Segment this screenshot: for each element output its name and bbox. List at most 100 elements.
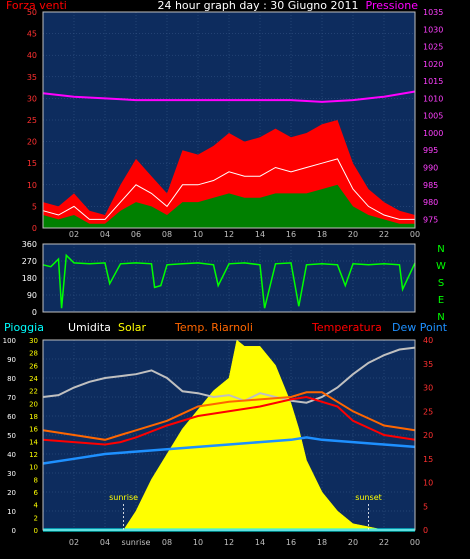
y-right-tick-label: 25 <box>423 407 433 416</box>
compass-label: W <box>436 261 446 272</box>
y-mid-tick-label: 0 <box>34 527 38 535</box>
right-label-pressure: Pressione <box>366 0 419 12</box>
y-right-tick-label: 980 <box>423 198 438 207</box>
y-right-tick-label: 975 <box>423 215 438 224</box>
y-tick-label: 40 <box>7 451 16 459</box>
y-right-tick-label: 15 <box>423 455 433 464</box>
y-right-tick-label: 1010 <box>423 94 443 103</box>
x-tick-label: 04 <box>100 538 110 547</box>
y-mid-tick-label: 10 <box>29 464 38 472</box>
humidity-series <box>42 346 416 404</box>
y-tick-label: 20 <box>7 489 16 497</box>
y-tick-label: 50 <box>27 8 37 17</box>
x-tick-label: 14 <box>255 538 265 547</box>
y-right-tick-label: 20 <box>423 431 433 440</box>
x-tick-label: 20 <box>348 538 358 547</box>
x-tick-label: 16 <box>286 538 296 547</box>
legend-item: Pioggia <box>4 321 44 334</box>
y-tick-label: 60 <box>7 413 16 421</box>
y-right-tick-label: 1035 <box>423 8 443 17</box>
x-tick-label: 04 <box>100 230 110 239</box>
legend-item: Temperatura <box>311 321 382 334</box>
y-mid-tick-label: 22 <box>29 388 38 396</box>
y-right-tick-label: 985 <box>423 181 438 190</box>
y-mid-tick-label: 30 <box>29 337 38 345</box>
y-tick-label: 90 <box>27 291 37 300</box>
y-tick-label: 20 <box>27 138 37 147</box>
y-tick-label: 25 <box>27 116 37 125</box>
y-tick-label: 40 <box>27 51 37 60</box>
y-tick-label: 90 <box>7 356 16 364</box>
y-mid-tick-label: 18 <box>29 413 38 421</box>
legend-item: Solar <box>118 321 147 334</box>
y-mid-tick-label: 24 <box>29 375 38 383</box>
avg-wind-series <box>43 184 415 228</box>
x-tick-label: 14 <box>255 230 265 239</box>
y-tick-label: 80 <box>7 375 16 383</box>
y-mid-tick-label: 12 <box>29 451 38 459</box>
legend-item: Temp. Riarnoli <box>174 321 253 334</box>
y-right-tick-label: 30 <box>423 384 433 393</box>
y-tick-label: 70 <box>7 394 16 402</box>
x-tick-label: 06 <box>131 230 141 239</box>
x-tick-label: 18 <box>317 538 327 547</box>
y-mid-tick-label: 2 <box>34 514 38 522</box>
y-mid-tick-label: 26 <box>29 362 38 370</box>
y-mid-tick-label: 8 <box>34 476 38 484</box>
y-tick-label: 180 <box>22 274 37 283</box>
y-tick-label: 30 <box>27 94 37 103</box>
y-mid-tick-label: 20 <box>29 400 38 408</box>
y-right-tick-label: 5 <box>423 502 428 511</box>
solar-series <box>112 339 385 531</box>
compass-label: N <box>437 244 444 255</box>
compass-label: N <box>437 312 444 323</box>
y-right-tick-label: 40 <box>423 336 433 345</box>
chart-title: 24 hour graph day : 30 Giugno 2011 <box>157 0 358 12</box>
dew-point-series <box>42 436 416 465</box>
y-right-tick-label: 1025 <box>423 43 443 52</box>
y-right-tick-label: 35 <box>423 360 433 369</box>
y-mid-tick-label: 4 <box>34 502 39 510</box>
y-tick-label: 10 <box>7 508 16 516</box>
y-tick-label: 35 <box>27 73 37 82</box>
x-tick-label: 08 <box>162 538 172 547</box>
compass-label: E <box>438 295 444 306</box>
x-tick-label: 02 <box>69 538 79 547</box>
wind-direction-series <box>42 253 416 309</box>
y-tick-label: 10 <box>27 181 37 190</box>
y-right-tick-label: 1020 <box>423 60 443 69</box>
x-tick-label: 22 <box>379 230 389 239</box>
y-tick-label: 270 <box>22 257 37 266</box>
y-mid-tick-label: 6 <box>34 489 39 497</box>
temperature-series <box>42 395 416 446</box>
legend-item: Dew Point <box>392 321 448 334</box>
y-right-tick-label: 10 <box>423 479 433 488</box>
y-tick-label: 50 <box>7 432 16 440</box>
x-tick-label: 00 <box>410 538 420 547</box>
panel-frame <box>42 339 416 531</box>
y-right-tick-label: 0 <box>423 526 428 535</box>
legend-item: Umidita <box>68 321 111 334</box>
panel-frame <box>42 243 416 313</box>
y-tick-label: 0 <box>32 224 37 233</box>
left-label-wind: Forza venti <box>6 0 67 12</box>
x-tick-label: 22 <box>379 538 389 547</box>
annotation-label: sunset <box>355 493 382 502</box>
x-tick-label: 16 <box>286 230 296 239</box>
panel-frame <box>42 11 416 229</box>
y-right-tick-label: 990 <box>423 164 438 173</box>
y-mid-tick-label: 14 <box>29 438 38 446</box>
y-right-tick-label: 1030 <box>423 25 443 34</box>
y-mid-tick-label: 16 <box>29 426 38 434</box>
wind-line-series <box>42 158 415 220</box>
y-tick-label: 45 <box>27 30 37 39</box>
y-tick-label: 0 <box>32 308 37 317</box>
pressure-series <box>42 90 416 103</box>
y-tick-label: 100 <box>3 337 16 345</box>
y-mid-tick-label: 28 <box>29 350 38 358</box>
y-tick-label: 30 <box>7 470 16 478</box>
x-tick-label: 10 <box>193 538 203 547</box>
x-tick-label: 08 <box>162 230 172 239</box>
